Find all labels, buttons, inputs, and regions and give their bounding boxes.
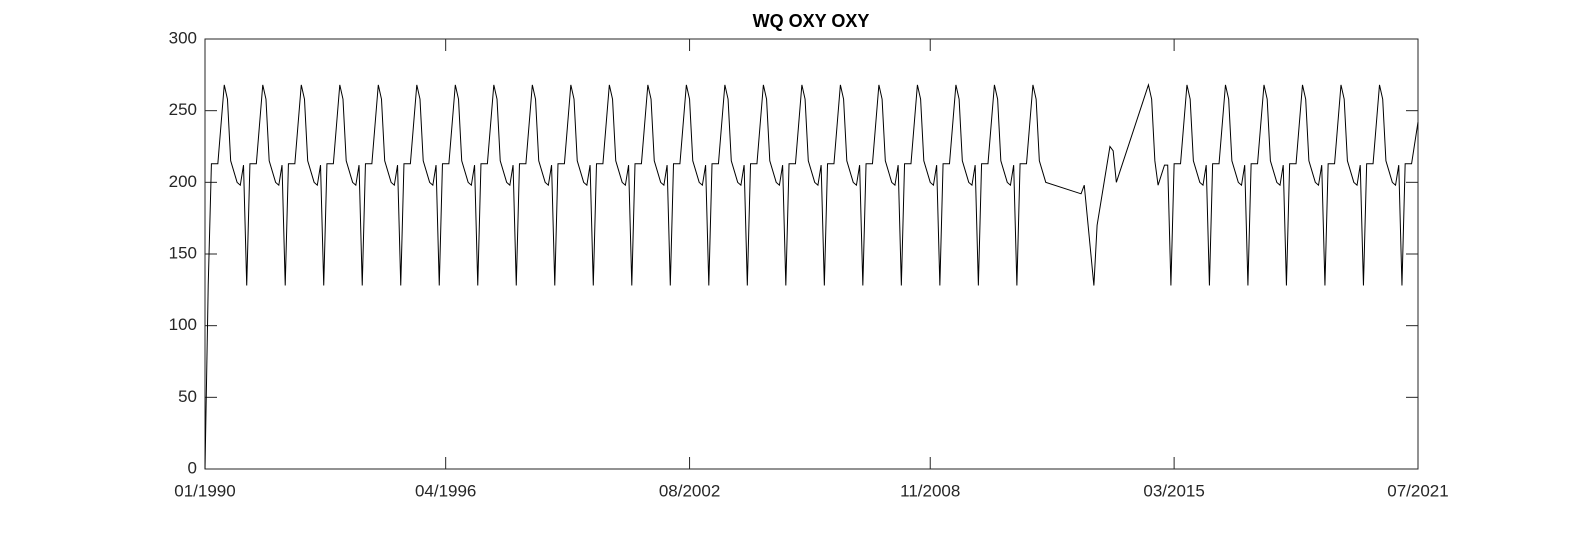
- y-tick-label: 100: [169, 315, 197, 334]
- plot-box: [204, 38, 1419, 470]
- y-tick-label: 300: [169, 28, 197, 47]
- x-tick-label: 03/2015: [1143, 481, 1204, 500]
- x-tick-label: 01/1990: [174, 481, 235, 500]
- y-tick-label: 200: [169, 172, 197, 191]
- y-tick-label: 50: [178, 387, 197, 406]
- y-tick-label: 150: [169, 243, 197, 262]
- data-line: [204, 82, 1419, 470]
- y-tick-label: 0: [188, 458, 197, 477]
- chart-title: WQ OXY OXY: [753, 11, 870, 31]
- x-tick-label: 11/2008: [900, 481, 960, 500]
- x-tick-label: 04/1996: [415, 481, 476, 500]
- x-tick-label: 08/2002: [659, 481, 720, 500]
- y-tick-label: 250: [169, 100, 197, 119]
- x-tick-label: 07/2021: [1387, 481, 1448, 500]
